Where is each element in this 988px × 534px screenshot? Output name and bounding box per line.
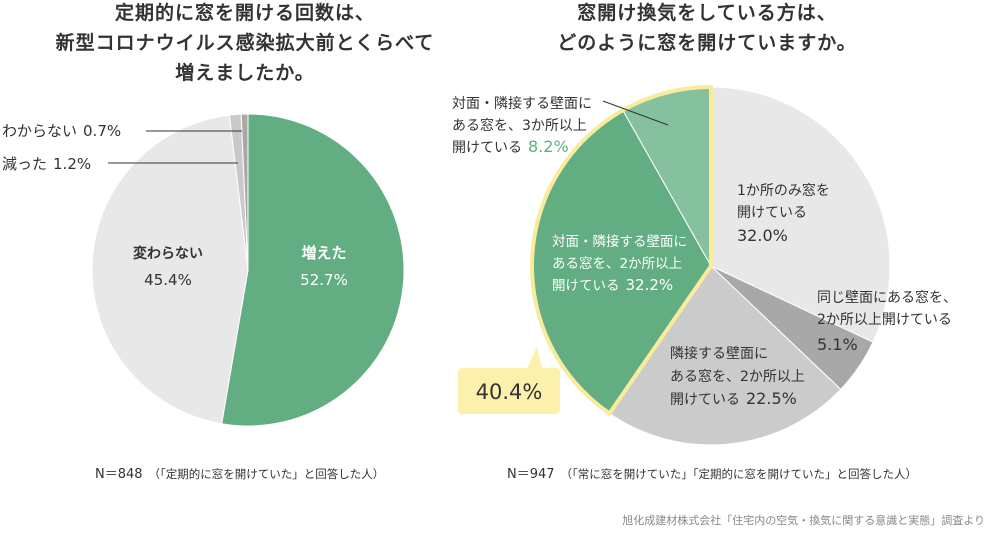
callout-value: 40.4% — [476, 380, 543, 404]
slice-label-opposite-2-3: 開けている 32.2% — [552, 276, 673, 294]
left-pie — [91, 113, 405, 427]
slice-label-adjacent-1: 隣接する壁面に — [670, 345, 768, 362]
slice-label-decreased: 減った 1.2% — [2, 155, 91, 173]
slice-value-one-place: 32.0% — [737, 226, 788, 245]
left-pie-slice-3 — [240, 113, 249, 271]
callout-bubble — [458, 347, 560, 414]
slice-label-opposite-3-2: ある窓を、3か所以上 — [452, 117, 587, 134]
slice-value-increased: 52.7% — [300, 271, 348, 289]
slice-label-one-place-2: 開けている — [737, 205, 807, 221]
right-pie-labels: 1か所のみ窓を 開けている 32.0% 同じ壁面にある窓を、 2か所以上開けてい… — [452, 95, 957, 408]
highlight-callout: 40.4% — [458, 347, 560, 414]
slice-label-unchanged: 変わらない — [133, 245, 203, 262]
source-note: 旭化成建材株式会社「住宅内の空気・換気に関する意識と実態」調査より — [622, 513, 985, 527]
highlight-outline — [530, 84, 713, 417]
slice-label-same-wall-1: 同じ壁面にある窓を、 — [817, 289, 957, 306]
slice-label-opposite-2-2: ある窓を、2か所以上 — [552, 255, 682, 272]
leader-line-opposite-3 — [602, 100, 669, 126]
slice-label-same-wall-2: 2か所以上開けている — [817, 312, 952, 328]
left-pie-slice-0 — [221, 113, 405, 427]
slice-label-adjacent-2: ある窓を、2か所以上 — [670, 368, 805, 385]
slice-label-unknown: わからない 0.7% — [2, 122, 121, 140]
right-pie-slice-2 — [608, 265, 842, 446]
right-sample-note: N＝947 （「常に窓を開けていた」「定期的に窓を開けていた」と回答した人） — [507, 467, 917, 482]
left-title-line-2: 新型コロナウイルス感染拡大前とくらべて — [56, 31, 435, 54]
slice-label-increased: 増えた — [301, 244, 346, 262]
left-pie-labels: 増えた 52.7% 変わらない 45.4% わからない 0.7% 減った 1.2% — [2, 122, 348, 289]
right-title-line-2: どのように窓を開けていますか。 — [557, 31, 857, 54]
slice-label-opposite-2-1: 対面・隣接する壁面に — [552, 233, 687, 250]
slice-value-same-wall: 5.1% — [817, 335, 858, 354]
left-chart-title: 定期的に窓を開ける回数は、 新型コロナウイルス感染拡大前とくらべて 増えましたか… — [56, 1, 435, 84]
slice-label-one-place-1: 1か所のみ窓を — [737, 182, 830, 199]
slice-label-opposite-3-3: 開けている 8.2% — [452, 137, 569, 156]
left-pie-slice-1 — [91, 114, 249, 425]
slice-label-adjacent-3: 開けている 22.5% — [670, 389, 797, 408]
right-pie — [531, 86, 891, 446]
slice-label-opposite-3-1: 対面・隣接する壁面に — [452, 95, 592, 112]
right-title-line-1: 窓開け換気をしている方は、 — [577, 1, 836, 24]
left-title-line-1: 定期的に窓を開ける回数は、 — [115, 1, 375, 24]
slice-value-unchanged: 45.4% — [144, 271, 192, 289]
left-sample-note: N＝848 （「定期的に窓を開けていた」と回答した人） — [95, 467, 384, 482]
right-pie-slice-0 — [710, 86, 891, 343]
right-chart-title: 窓開け換気をしている方は、 どのように窓を開けていますか。 — [557, 1, 857, 54]
left-title-line-3: 増えましたか。 — [175, 61, 315, 84]
